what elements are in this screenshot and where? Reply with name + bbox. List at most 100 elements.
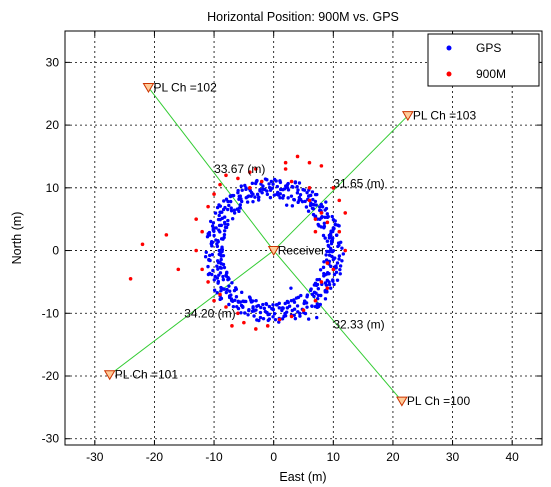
gps-point: [309, 201, 313, 205]
900m-point: [212, 298, 216, 303]
gps-point: [247, 308, 251, 313]
900m-point: [164, 233, 169, 237]
gps-point: [272, 177, 277, 182]
gps-point: [340, 259, 344, 263]
x-tick-label: 40: [506, 450, 520, 464]
900m-point: [128, 276, 133, 281]
gps-point: [221, 262, 226, 267]
gps-point: [284, 310, 289, 314]
gps-point: [232, 208, 236, 212]
gps-point: [221, 274, 225, 279]
tx-receiver-line: [273, 115, 409, 251]
900m-point: [319, 164, 324, 168]
gps-point: [323, 281, 328, 285]
transmitter-label: PL Ch =103: [413, 109, 477, 123]
900m-point: [265, 324, 270, 328]
receiver-label: Receiver: [278, 244, 325, 258]
gps-point: [328, 232, 333, 236]
gps-point: [230, 281, 234, 285]
gps-point: [284, 203, 289, 207]
gps-point: [340, 246, 344, 250]
gps-point: [261, 302, 265, 307]
x-tick-label: 30: [446, 450, 460, 464]
legend-label-900m: 900M: [476, 67, 506, 81]
gps-point: [264, 302, 269, 307]
900m-point: [140, 242, 145, 247]
gps-point: [219, 237, 224, 241]
gps-point: [289, 194, 294, 198]
legend-label-gps: GPS: [476, 41, 501, 55]
gps-point: [331, 248, 336, 253]
gps-point: [253, 195, 257, 199]
900m-point: [200, 267, 204, 272]
gps-point: [215, 244, 220, 249]
tx-lines: [109, 87, 409, 402]
gps-point: [237, 197, 241, 201]
gps-point: [269, 179, 274, 184]
gps-point: [267, 185, 272, 190]
gps-point: [239, 184, 244, 188]
gps-point: [274, 303, 279, 307]
gps-point: [309, 287, 313, 291]
x-tick-label: -20: [146, 450, 164, 464]
gps-point: [330, 214, 334, 219]
gps-point: [297, 181, 302, 185]
gps-point: [266, 318, 270, 323]
gps-point: [327, 282, 332, 287]
900m-point: [313, 229, 318, 234]
gps-point: [212, 278, 216, 282]
gps-point: [316, 293, 321, 298]
gps-point: [271, 182, 275, 186]
gps-point: [210, 244, 214, 248]
gps-point: [296, 295, 301, 300]
gps-point: [271, 315, 275, 319]
900m-point: [337, 229, 342, 234]
gps-point: [217, 213, 221, 218]
gps-point: [306, 209, 311, 213]
gps-point: [221, 207, 226, 212]
gps-point: [223, 225, 228, 230]
900m-point: [206, 280, 210, 284]
transmitter-label: PL Ch =102: [153, 80, 217, 94]
gps-point: [311, 212, 316, 217]
gps-point: [322, 224, 327, 229]
gps-point: [290, 204, 295, 208]
gps-point: [338, 267, 342, 272]
gps-point: [206, 272, 211, 277]
900m-point: [248, 186, 252, 190]
gps-point: [325, 249, 329, 254]
gps-point: [227, 302, 231, 307]
gps-point: [215, 205, 220, 210]
gps-point: [243, 311, 247, 315]
gps-point: [319, 202, 324, 207]
gps-point: [206, 264, 210, 269]
x-tick-label: 0: [270, 450, 277, 464]
900m-point: [313, 217, 318, 221]
gps-point: [228, 199, 233, 204]
gps-point: [252, 314, 256, 318]
900m-point: [218, 292, 222, 297]
gps-point: [225, 207, 230, 212]
900m-point: [343, 211, 348, 215]
y-tick-label: 10: [46, 181, 60, 195]
gps-point: [297, 195, 301, 200]
gps-point: [219, 296, 224, 301]
gps-point: [238, 300, 243, 304]
gps-point: [323, 236, 327, 240]
gps-point: [299, 293, 303, 298]
legend-marker-gps: [446, 45, 452, 51]
x-tick-label: 10: [327, 450, 341, 464]
900m-point: [224, 305, 228, 309]
distance-label: 34.20 (m): [184, 306, 235, 320]
900m-point: [325, 286, 330, 290]
gps-point: [237, 194, 241, 199]
gps-point: [207, 258, 211, 262]
900m-point: [194, 248, 198, 253]
gps-point: [261, 184, 265, 188]
gps-point: [324, 200, 328, 204]
gps-point: [222, 265, 227, 270]
gps-point: [215, 276, 220, 280]
gps-point: [219, 249, 224, 254]
gps-point: [207, 253, 212, 258]
